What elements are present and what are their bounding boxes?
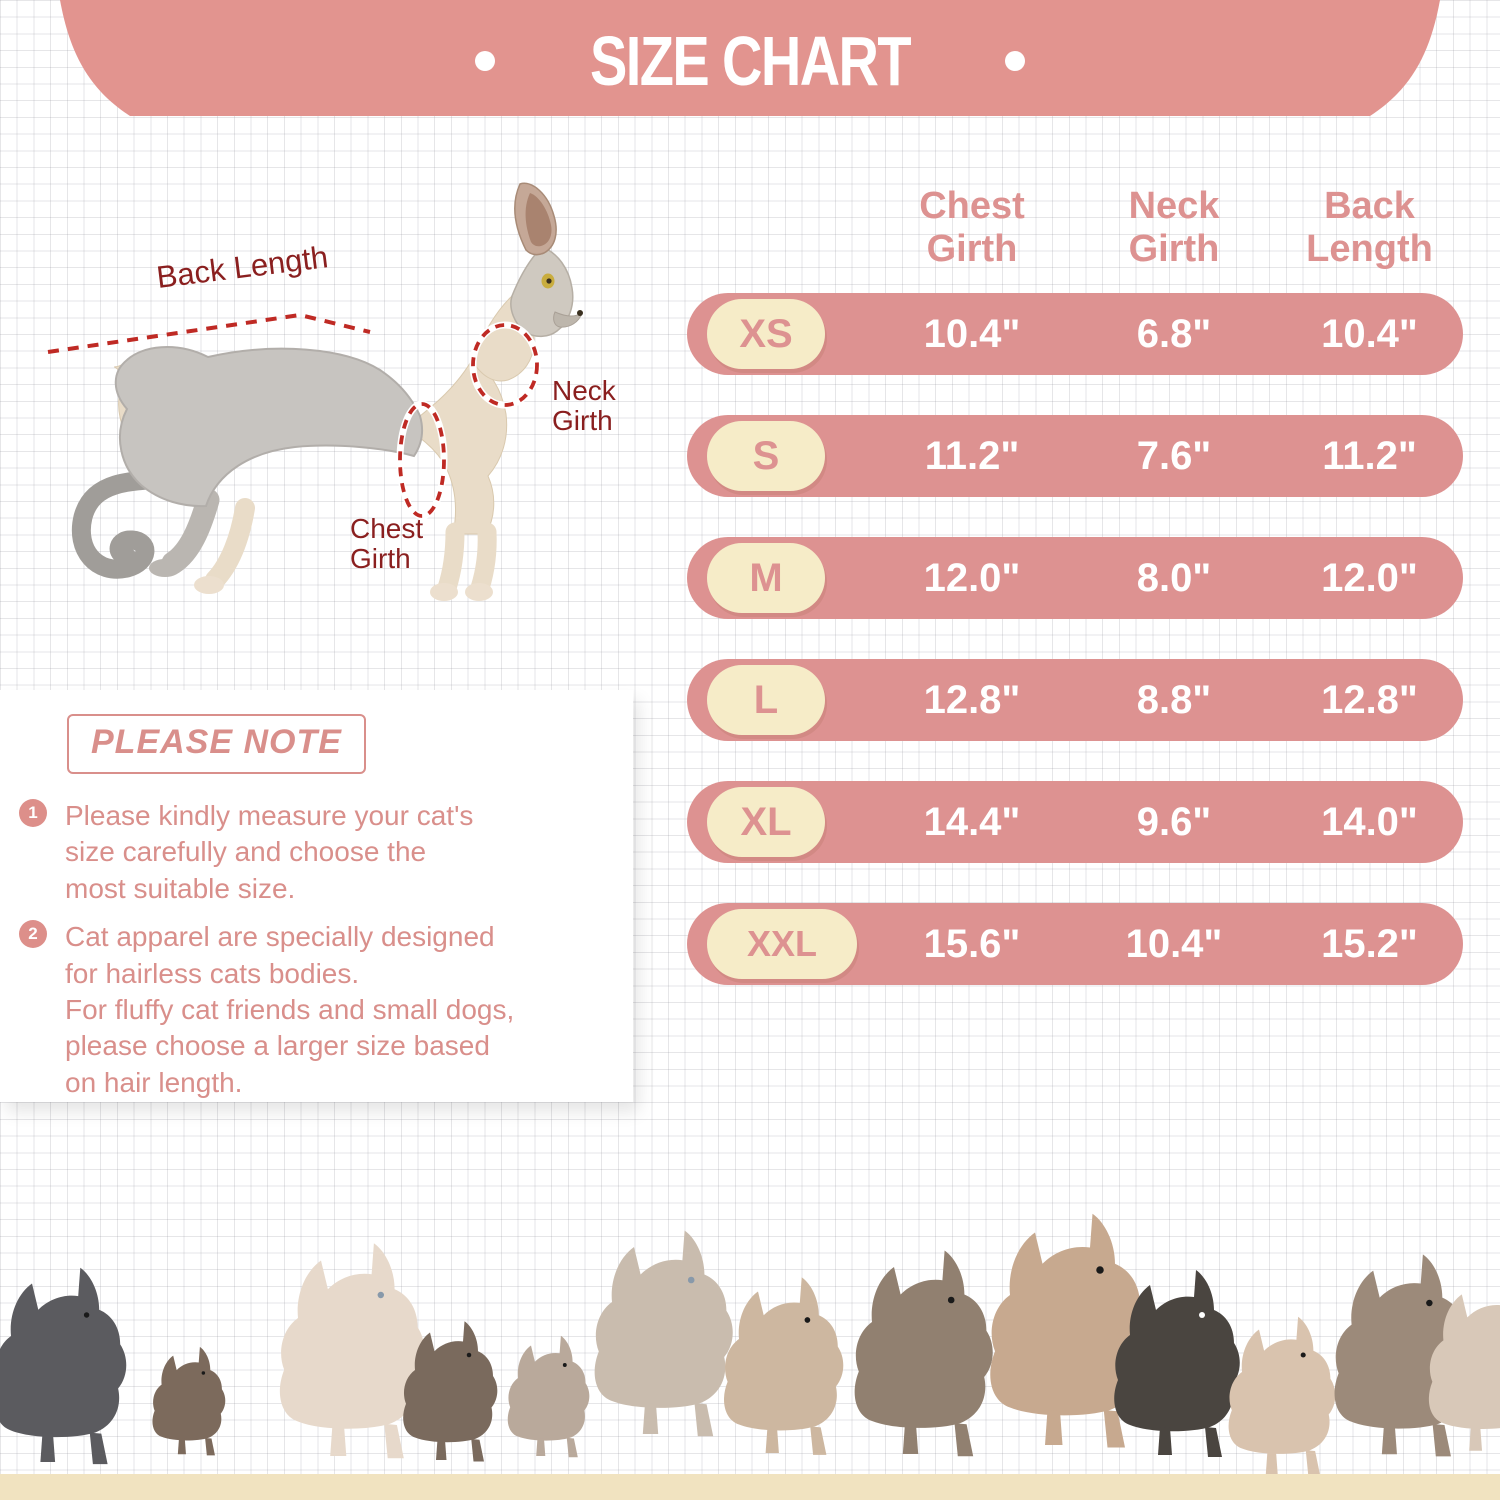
svg-text:Girth: Girth <box>552 405 613 436</box>
svg-text:Chest: Chest <box>350 513 423 544</box>
svg-text:Back Length: Back Length <box>155 239 330 295</box>
svg-text:Girth: Girth <box>350 543 411 574</box>
svg-text:Neck: Neck <box>552 375 617 406</box>
